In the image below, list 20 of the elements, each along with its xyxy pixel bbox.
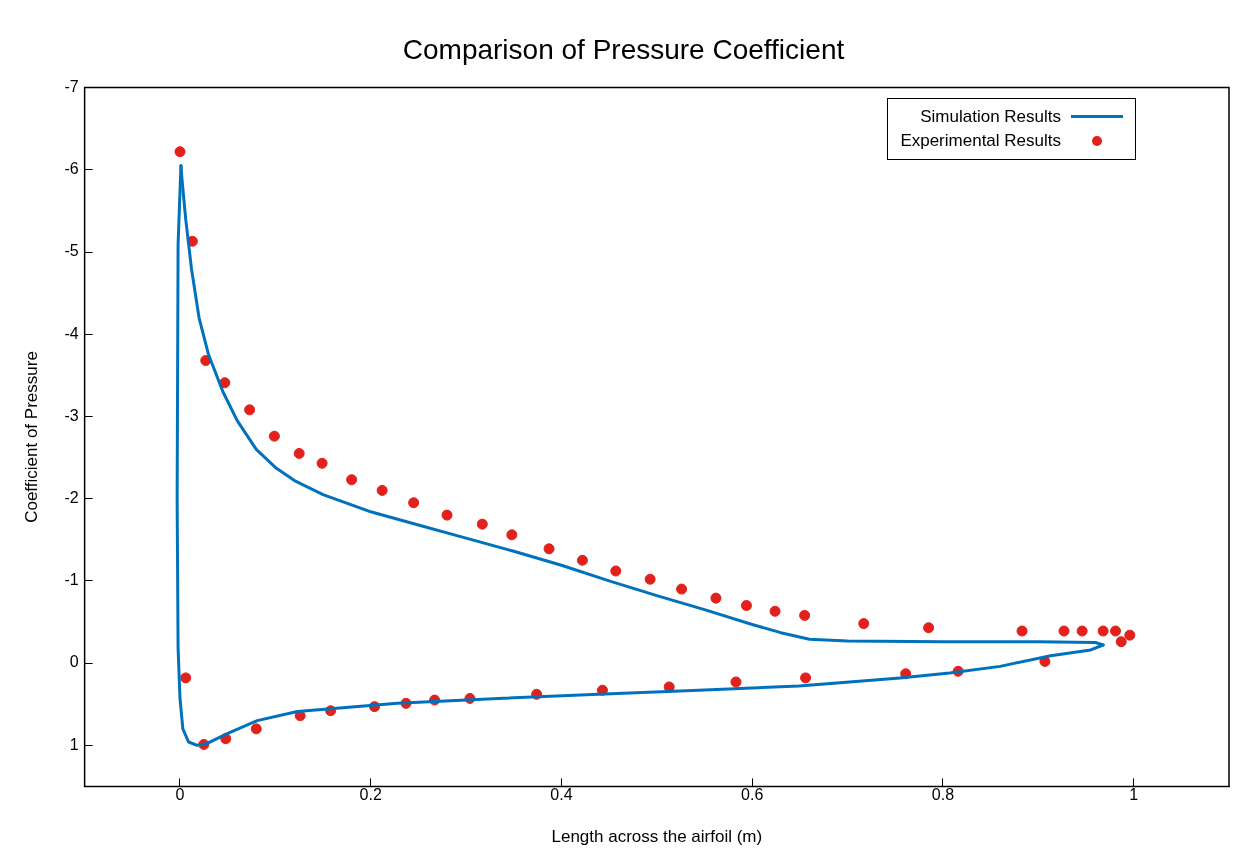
y-tick-label: -2 xyxy=(64,489,79,507)
x-axis-title: Length across the airfoil (m) xyxy=(551,827,763,847)
legend-label: Simulation Results xyxy=(920,106,1061,127)
chart-title: Comparison of Pressure Coefficient xyxy=(402,33,845,65)
x-tick-label: 0.4 xyxy=(550,786,573,804)
y-tick-label: -6 xyxy=(64,160,79,178)
y-tick-label: -1 xyxy=(64,571,79,589)
y-tick-label: 1 xyxy=(69,735,79,753)
x-tick-label: 0.2 xyxy=(359,786,382,804)
y-tick-label: 0 xyxy=(69,653,79,671)
y-axis-title: Coefficient of Pressure xyxy=(21,351,41,523)
legend-label: Experimental Results xyxy=(900,130,1061,151)
x-tick-label: 0 xyxy=(175,786,185,804)
x-tick-label: 1 xyxy=(1129,786,1139,804)
y-tick-label: -7 xyxy=(64,78,79,96)
y-tick-label: -5 xyxy=(64,242,79,260)
y-tick-label: -4 xyxy=(64,324,79,342)
x-tick-label: 0.8 xyxy=(931,786,955,804)
y-tick-label: -3 xyxy=(64,406,79,424)
x-tick-label: 0.6 xyxy=(741,786,764,804)
